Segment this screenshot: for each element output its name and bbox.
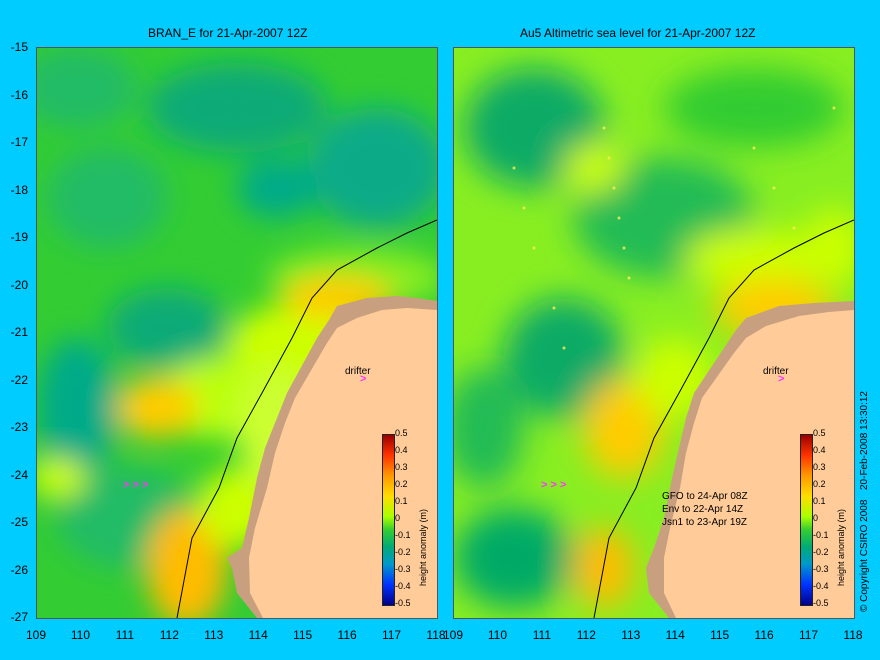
env-info: Env to 22-Apr 14Z xyxy=(662,504,744,515)
y-tick-label: -24 xyxy=(10,467,28,482)
x-tick-label: 109 xyxy=(25,628,47,642)
y-tick-label: -26 xyxy=(10,562,28,577)
colorbar-tick-label: -0.4 xyxy=(395,581,411,591)
y-tick-label: -20 xyxy=(10,277,28,292)
right-panel-title: Au5 Altimetric sea level for 21-Apr-2007… xyxy=(520,26,756,40)
colorbar-unit-right: height anomaly (m) xyxy=(836,508,846,586)
altimetry-map-panel xyxy=(453,47,855,619)
altimetry-satellite-info: GFO to 24-Apr 08Z Env to 22-Apr 14Z Jsn1… xyxy=(662,490,748,529)
jsn-info: Jsn1 to 23-Apr 19Z xyxy=(662,517,748,528)
x-tick-label: 109 xyxy=(442,628,464,642)
x-tick-label: 112 xyxy=(576,628,596,642)
drifter-track-arrows-icon: > > > xyxy=(123,479,149,491)
y-tick-label: -21 xyxy=(10,325,28,339)
y-tick-label: -27 xyxy=(10,610,28,624)
colorbar-tick-label: -0.1 xyxy=(395,530,411,540)
left-panel-title: BRAN_E for 21-Apr-2007 12Z xyxy=(148,26,308,40)
colorbar-left xyxy=(382,434,395,606)
x-tick-label: 117 xyxy=(381,628,402,642)
x-tick-label: 110 xyxy=(487,628,508,642)
colorbar-tick-label: 0.1 xyxy=(813,496,826,506)
x-tick-label: 112 xyxy=(159,628,179,642)
colorbar-tick-label: -0.2 xyxy=(813,547,829,557)
colorbar-tick-label: -0.5 xyxy=(813,598,829,608)
colorbar-tick-label: -0.2 xyxy=(395,547,411,557)
colorbar-tick-label: 0.4 xyxy=(813,445,826,455)
colorbar-tick-label: 0.5 xyxy=(395,428,408,438)
colorbar-right xyxy=(800,434,813,606)
drifter-label-right: drifter xyxy=(763,366,789,377)
timestamp: 20-Feb-2008 13:30:12 xyxy=(859,391,870,490)
drifter-arrow-icon: > xyxy=(360,373,367,385)
colorbar-tick-label: -0.4 xyxy=(813,581,829,591)
colorbar-tick-label: 0 xyxy=(395,513,401,523)
y-tick-label: -19 xyxy=(10,230,28,244)
y-tick-label: -23 xyxy=(10,420,28,434)
colorbar-tick-label: 0.2 xyxy=(395,479,408,489)
x-tick-label: 114 xyxy=(665,628,685,642)
gfo-info: GFO to 24-Apr 08Z xyxy=(662,491,748,502)
y-tick-label: -16 xyxy=(10,87,28,102)
colorbar-tick-label: 0.4 xyxy=(395,445,408,455)
y-tick-label: -22 xyxy=(10,372,28,387)
colorbar-tick-label: 0.3 xyxy=(813,462,826,472)
copyright: © Copyright CSIRO 2008 xyxy=(859,499,870,612)
y-tick-label: -18 xyxy=(10,182,28,197)
colorbar-tick-label: 0.3 xyxy=(395,462,408,472)
colorbar-tick-label: 0 xyxy=(813,513,819,523)
x-tick-label: 118 xyxy=(843,628,863,642)
x-tick-label: 118 xyxy=(426,628,446,642)
y-tick-label: -17 xyxy=(10,135,28,149)
x-tick-label: 110 xyxy=(70,628,91,642)
x-tick-label: 111 xyxy=(115,628,134,642)
y-tick-label: -25 xyxy=(10,515,28,529)
drifter-track-arrows-icon: > > > xyxy=(541,479,567,491)
colorbar-tick-label: 0.1 xyxy=(395,496,408,506)
colorbar-tick-label: -0.3 xyxy=(395,564,411,574)
bran-map-panel xyxy=(36,47,438,619)
x-tick-label: 113 xyxy=(204,628,224,642)
x-tick-label: 117 xyxy=(798,628,819,642)
x-tick-label: 116 xyxy=(337,628,357,642)
colorbar-tick-label: -0.5 xyxy=(395,598,411,608)
x-tick-label: 113 xyxy=(621,628,641,642)
colorbar-tick-label: 0.2 xyxy=(813,479,826,489)
altimetry-map xyxy=(454,48,854,618)
bran-map xyxy=(37,48,437,618)
x-tick-label: 114 xyxy=(248,628,268,642)
drifter-label-left: drifter xyxy=(345,366,371,377)
y-tick-label: -15 xyxy=(10,40,28,54)
x-tick-label: 115 xyxy=(710,628,730,642)
colorbar-tick-label: 0.5 xyxy=(813,428,826,438)
x-tick-label: 116 xyxy=(754,628,774,642)
drifter-arrow-icon: > xyxy=(778,373,785,385)
x-tick-label: 115 xyxy=(293,628,313,642)
colorbar-unit-left: height anomaly (m) xyxy=(418,508,428,586)
x-tick-label: 111 xyxy=(532,628,551,642)
colorbar-tick-label: -0.3 xyxy=(813,564,829,574)
colorbar-tick-label: -0.1 xyxy=(813,530,829,540)
